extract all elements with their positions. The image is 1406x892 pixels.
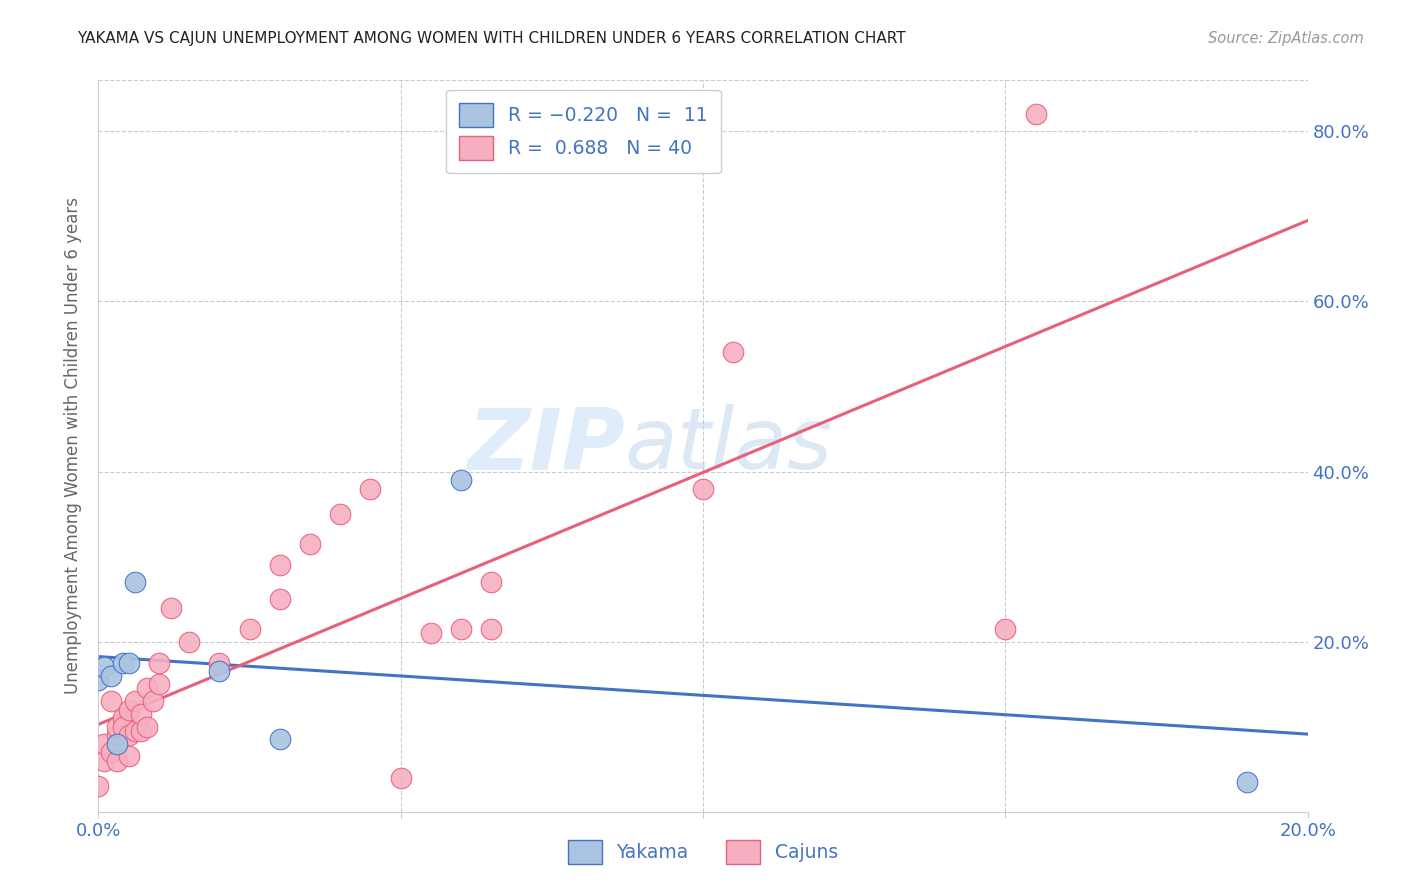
Point — [135, 720, 157, 734]
Point — [105, 728, 128, 742]
Point — [723, 345, 745, 359]
Point — [269, 592, 291, 607]
Point — [93, 754, 115, 768]
Point — [124, 723, 146, 738]
Point — [118, 703, 141, 717]
Text: YAKAMA VS CAJUN UNEMPLOYMENT AMONG WOMEN WITH CHILDREN UNDER 6 YEARS CORRELATION: YAKAMA VS CAJUN UNEMPLOYMENT AMONG WOMEN… — [77, 31, 905, 46]
Point — [179, 634, 201, 648]
Point — [129, 706, 152, 721]
Point — [93, 737, 115, 751]
Point — [124, 575, 146, 590]
Point — [100, 668, 122, 682]
Point — [118, 656, 141, 670]
Point — [692, 482, 714, 496]
Point — [148, 677, 170, 691]
Point — [450, 473, 472, 487]
Point — [299, 537, 322, 551]
Point — [105, 720, 128, 734]
Point — [142, 694, 165, 708]
Legend: Yakama, Cajuns: Yakama, Cajuns — [558, 830, 848, 873]
Point — [93, 660, 115, 674]
Point — [100, 745, 122, 759]
Point — [360, 482, 382, 496]
Point — [269, 732, 291, 747]
Point — [135, 681, 157, 696]
Point — [105, 737, 128, 751]
Point — [481, 622, 503, 636]
Text: ZIP: ZIP — [467, 404, 624, 488]
Y-axis label: Unemployment Among Women with Children Under 6 years: Unemployment Among Women with Children U… — [65, 197, 83, 695]
Point — [269, 558, 291, 572]
Point — [450, 622, 472, 636]
Point — [329, 507, 352, 521]
Point — [994, 622, 1017, 636]
Point — [420, 626, 443, 640]
Point — [87, 779, 110, 793]
Point — [1024, 107, 1046, 121]
Text: Source: ZipAtlas.com: Source: ZipAtlas.com — [1208, 31, 1364, 46]
Point — [111, 656, 134, 670]
Legend: R = −0.220   N =  11, R =  0.688   N = 40: R = −0.220 N = 11, R = 0.688 N = 40 — [446, 90, 721, 173]
Point — [124, 694, 146, 708]
Point — [118, 749, 141, 764]
Text: atlas: atlas — [624, 404, 832, 488]
Point — [105, 754, 128, 768]
Point — [100, 694, 122, 708]
Point — [87, 673, 110, 687]
Point — [481, 575, 503, 590]
Point — [389, 771, 412, 785]
Point — [208, 665, 231, 679]
Point — [208, 656, 231, 670]
Point — [111, 720, 134, 734]
Point — [239, 622, 262, 636]
Point — [148, 656, 170, 670]
Point — [160, 600, 183, 615]
Point — [129, 723, 152, 738]
Point — [118, 728, 141, 742]
Point — [111, 711, 134, 725]
Point — [1236, 775, 1258, 789]
